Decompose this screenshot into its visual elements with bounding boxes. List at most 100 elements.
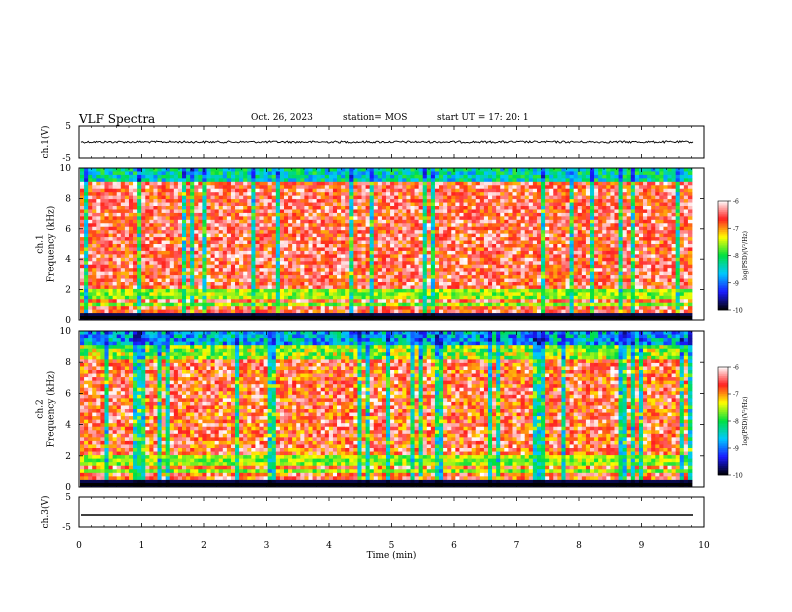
spectrogram-cell — [324, 188, 330, 193]
spectrogram-cell — [402, 233, 407, 238]
spectrogram-cell — [422, 219, 428, 224]
spectrogram-cell — [398, 188, 403, 193]
spectrogram-cell — [112, 306, 118, 311]
spectrogram-cell — [528, 185, 534, 190]
spectrogram-cell — [88, 195, 93, 200]
spectrogram-cell — [145, 199, 150, 203]
spectrogram-cell — [267, 230, 273, 235]
spectrogram-cell — [320, 288, 326, 293]
spectrogram-cell — [169, 212, 175, 217]
spectrogram-cell — [271, 275, 277, 279]
spectrogram-cell — [496, 302, 501, 307]
spectrogram-cell — [349, 268, 354, 273]
spectrogram-cell — [267, 178, 273, 183]
spectrogram-cell — [394, 306, 399, 311]
spectrogram-cell — [430, 309, 436, 314]
spectrogram-cell — [479, 254, 485, 259]
spectrogram-cell — [235, 254, 240, 259]
spectrogram-cell — [406, 282, 411, 286]
spectrogram-cell — [332, 199, 338, 203]
spectrogram-cell — [247, 299, 252, 304]
spectrogram-cell — [410, 219, 415, 224]
spectrogram-cell — [463, 288, 468, 293]
spectrogram-cell — [504, 174, 509, 179]
spectrogram-cell — [96, 230, 101, 235]
spectrogram-cell — [84, 257, 89, 262]
spectrogram-cell — [128, 206, 134, 210]
spectrogram-cell — [128, 302, 134, 307]
spectrogram-cell — [104, 226, 109, 231]
spectrogram-cell — [165, 292, 171, 297]
spectrogram-cell — [128, 171, 134, 176]
spectrogram-cell — [410, 254, 415, 259]
spectrogram-cell — [165, 302, 171, 307]
spectrogram-cell — [479, 216, 485, 221]
spectrogram-cell — [128, 212, 134, 217]
spectrogram-cell — [292, 302, 297, 307]
spectrogram-cell — [516, 171, 522, 176]
spectrogram-cell — [284, 178, 289, 183]
spectrogram-cell — [353, 264, 358, 269]
spectrogram-cell — [304, 223, 309, 228]
spectrogram-cell — [451, 268, 456, 273]
spectrogram-cell — [222, 216, 228, 221]
spectrogram-cell — [222, 206, 228, 210]
spectrogram-cell — [349, 254, 354, 259]
spectrogram-cell — [414, 230, 420, 235]
spectrogram-cell — [361, 185, 366, 190]
spectrogram-cell — [467, 226, 473, 231]
spectrogram-cell — [296, 299, 301, 304]
spectrogram-cell — [149, 240, 154, 245]
spectrogram-cell — [304, 282, 309, 286]
spectrogram-cell — [284, 268, 289, 273]
spectrogram-cell — [394, 285, 399, 290]
spectrogram-cell — [194, 233, 199, 238]
spectrogram-cell — [377, 282, 383, 286]
spectrogram-cell — [235, 247, 240, 252]
spectrogram-cell — [288, 306, 293, 311]
spectrogram-cell — [504, 185, 509, 190]
spectrogram-cell — [206, 264, 211, 269]
spectrogram-cell — [267, 188, 273, 193]
spectrogram-cell — [390, 250, 395, 255]
spectrogram-cell — [365, 271, 371, 276]
spectrogram-cell — [271, 250, 277, 255]
spectrogram-cell — [426, 271, 432, 276]
spectrogram-cell — [100, 302, 105, 307]
spectrogram-cell — [524, 313, 530, 317]
spectrogram-cell — [145, 185, 150, 190]
spectrogram-cell — [463, 268, 468, 273]
spectrogram-cell — [390, 223, 395, 228]
spectrogram-cell — [402, 257, 407, 262]
spectrogram-cell — [353, 244, 358, 248]
spectrogram-cell — [451, 178, 456, 183]
spectrogram-cell — [430, 302, 436, 307]
spectrogram-cell — [210, 209, 216, 214]
spectrogram-cell — [202, 309, 207, 314]
spectrogram-cell — [337, 199, 342, 203]
spectrogram-cell — [279, 188, 285, 193]
spectrogram-cell — [357, 261, 362, 266]
spectrogram-cell — [337, 195, 342, 200]
spectrogram-cell — [381, 278, 387, 283]
spectrogram-cell — [316, 212, 322, 217]
spectrogram-cell — [520, 271, 526, 276]
spectrogram-cell — [304, 192, 309, 197]
spectrogram-cell — [255, 247, 260, 252]
spectrogram-cell — [124, 230, 130, 235]
spectrogram-cell — [406, 168, 411, 172]
spectrogram-cell — [492, 219, 497, 224]
spectrogram-cell — [226, 292, 232, 297]
spectrogram-cell — [332, 237, 338, 241]
spectrogram-cell — [504, 192, 509, 197]
spectrogram-cell — [324, 268, 330, 273]
spectrogram-cell — [259, 216, 264, 221]
spectrogram-cell — [247, 302, 252, 307]
spectrogram-cell — [194, 199, 199, 203]
spectrogram-cell — [186, 299, 191, 304]
spectrogram-cell — [488, 254, 493, 259]
spectrogram-cell — [128, 313, 134, 317]
spectrogram-cell — [500, 181, 505, 186]
spectrogram-cell — [259, 223, 264, 228]
spectrogram-cell — [279, 192, 285, 197]
